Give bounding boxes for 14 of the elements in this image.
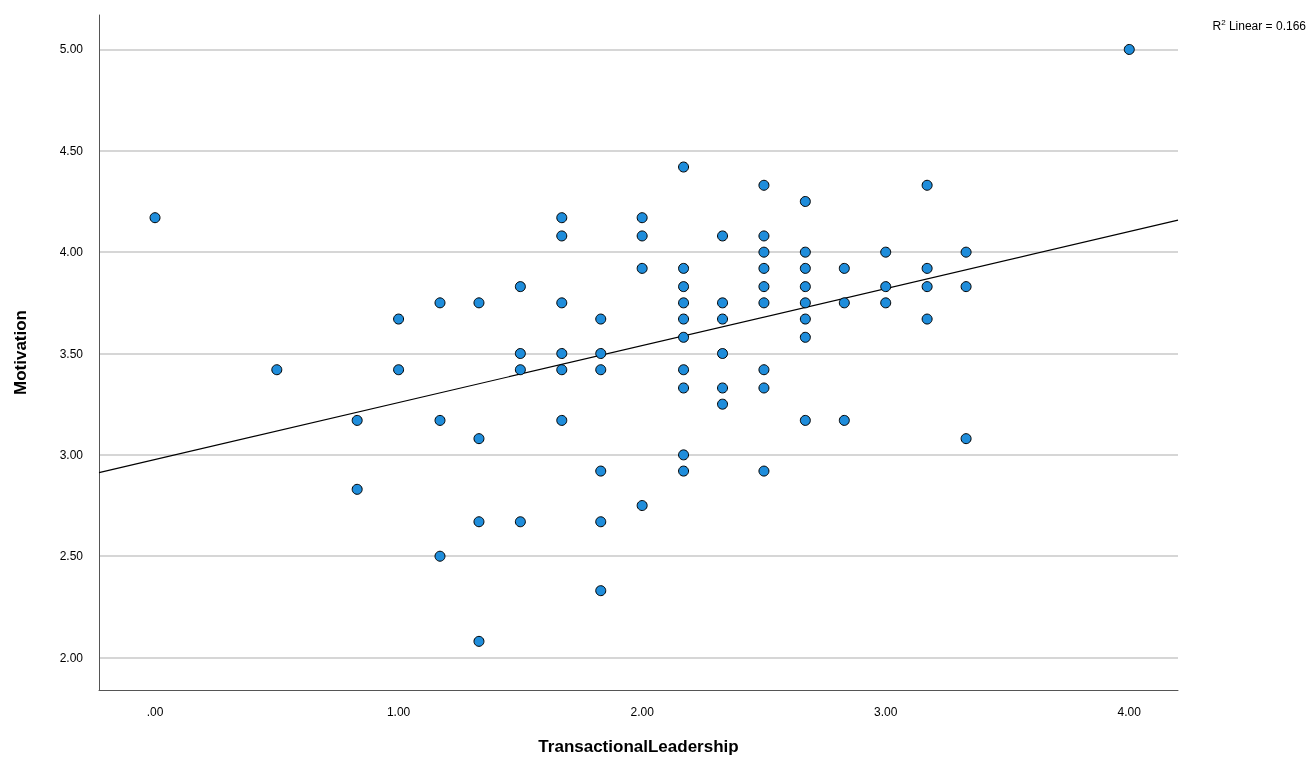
x-tick-label: 4.00	[1117, 705, 1142, 719]
y-tick-label: 4.50	[59, 143, 84, 158]
y-tick-label: 5.00	[59, 42, 84, 57]
y-axis-title: Motivation	[11, 310, 30, 395]
y-tick-label: 3.00	[59, 447, 84, 462]
y-tick-label: 4.00	[59, 245, 84, 260]
x-axis-title: TransactionalLeadership	[538, 737, 739, 756]
x-tick-label: 1.00	[386, 705, 411, 719]
x-tick-label: .00	[146, 705, 164, 719]
y-tick-label: 3.50	[59, 346, 84, 361]
x-tick-label: 3.00	[874, 705, 898, 719]
x-tick-label: 2.00	[630, 705, 655, 719]
y-tick-label: 2.00	[59, 650, 84, 665]
y-tick-label: 2.50	[59, 549, 84, 564]
